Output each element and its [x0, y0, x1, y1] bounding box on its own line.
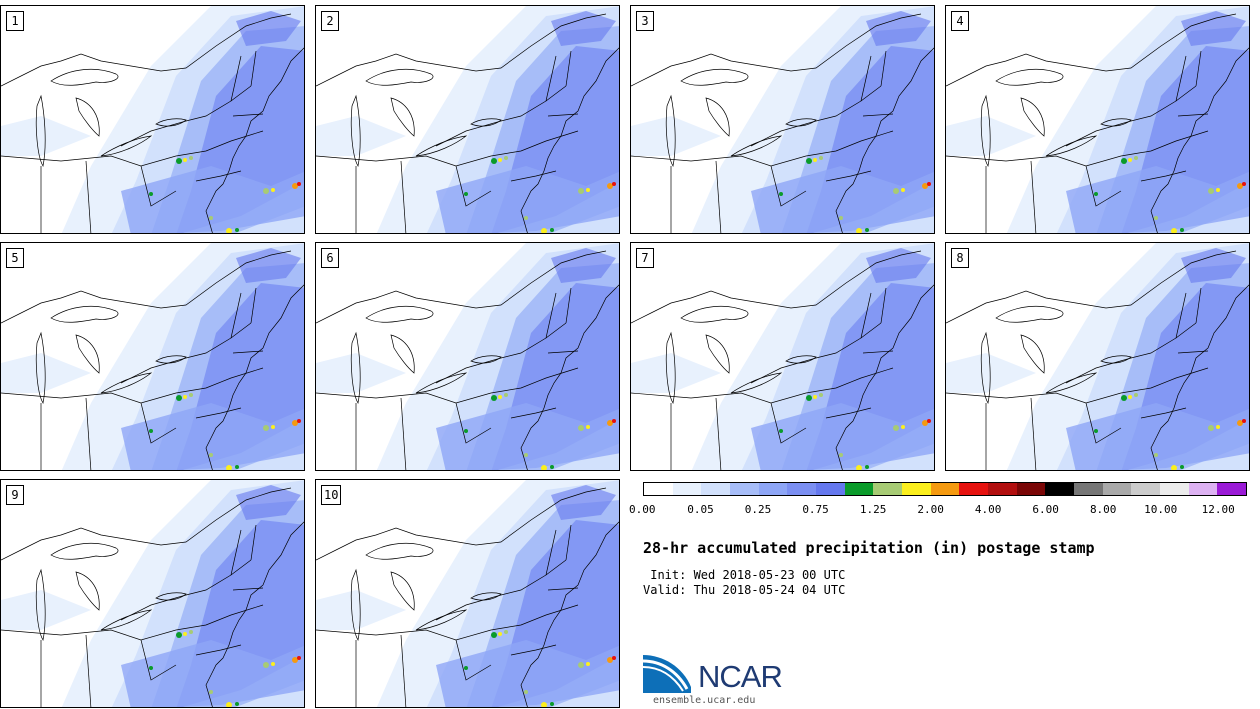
colorbar-tick-label: 10.00 — [1144, 503, 1178, 516]
colorbar-cell — [1217, 483, 1247, 495]
colorbar-cell — [1102, 483, 1132, 495]
colorbar-cell — [758, 483, 788, 495]
colorbar-cell — [959, 483, 989, 495]
map-panel: 7 — [630, 242, 935, 471]
precip-colorbar — [643, 482, 1247, 496]
precip-map — [1, 243, 304, 470]
valid-time: Valid: Thu 2018-05-24 04 UTC — [643, 583, 846, 597]
panel-number: 4 — [951, 11, 969, 31]
panel-number: 6 — [321, 248, 339, 268]
map-panel: 10 — [315, 479, 620, 708]
precip-map — [946, 243, 1249, 470]
colorbar-cell — [1045, 483, 1075, 495]
panel-number: 8 — [951, 248, 969, 268]
colorbar-tick-label: 1.25 — [859, 503, 887, 516]
colorbar-cell — [1160, 483, 1189, 495]
colorbar-cell — [701, 483, 731, 495]
map-outlines — [1, 487, 304, 707]
init-time: Init: Wed 2018-05-23 00 UTC — [643, 568, 846, 582]
colorbar-tick-label: 2.00 — [917, 503, 944, 516]
colorbar-tick-label: 8.00 — [1089, 503, 1117, 516]
precip-field — [316, 243, 619, 470]
panel-number: 3 — [636, 11, 654, 31]
map-panel: 6 — [315, 242, 620, 471]
colorbar-tick-label: 6.00 — [1032, 503, 1059, 516]
colorbar-tick-label: 0.00 — [629, 503, 656, 516]
panel-number: 5 — [6, 248, 24, 268]
logo-url[interactable]: ensemble.ucar.edu — [653, 695, 756, 706]
precip-map — [316, 480, 619, 707]
precip-field — [316, 6, 619, 233]
precip-map — [316, 6, 619, 233]
colorbar-cell — [672, 483, 702, 495]
panel-number: 1 — [6, 11, 24, 31]
map-panel: 3 — [630, 5, 935, 234]
precip-map — [1, 6, 304, 233]
colorbar-cell — [787, 483, 817, 495]
colorbar-cell — [844, 483, 874, 495]
precip-field — [1, 6, 304, 233]
map-outlines — [316, 487, 619, 707]
precip-field — [1, 480, 304, 707]
map-panel: 4 — [945, 5, 1250, 234]
colorbar-cell — [873, 483, 903, 495]
map-panel: 5 — [0, 242, 305, 471]
ncar-logo-icon — [643, 655, 691, 693]
colorbar-cell — [902, 483, 931, 495]
panel-number: 10 — [321, 485, 342, 505]
panel-number: 9 — [6, 485, 24, 505]
map-outlines — [1, 250, 304, 470]
precip-map — [1, 480, 304, 707]
legend-title: 28-hr accumulated precipitation (in) pos… — [643, 539, 1095, 557]
colorbar-cell — [988, 483, 1017, 495]
map-panel: 8 — [945, 242, 1250, 471]
colorbar-cell — [730, 483, 759, 495]
colorbar-cell — [1188, 483, 1218, 495]
map-panel: 2 — [315, 5, 620, 234]
map-outlines — [1, 13, 304, 233]
precip-field — [316, 480, 619, 707]
map-panel: 9 — [0, 479, 305, 708]
precip-map — [631, 243, 934, 470]
precip-field — [946, 6, 1249, 233]
precip-field — [631, 6, 934, 233]
colorbar-cell — [816, 483, 845, 495]
colorbar-cell — [644, 483, 673, 495]
precip-map — [631, 6, 934, 233]
colorbar-tick-label: 12.00 — [1201, 503, 1235, 516]
ncar-logo-text: NCAR — [698, 659, 783, 694]
map-outlines — [631, 13, 934, 233]
precip-field — [631, 243, 934, 470]
precip-map — [316, 243, 619, 470]
map-outlines — [946, 13, 1249, 233]
precip-map — [946, 6, 1249, 233]
map-panel: 1 — [0, 5, 305, 234]
colorbar-tick-label: 0.75 — [802, 503, 829, 516]
colorbar-cell — [1131, 483, 1161, 495]
panel-number: 7 — [636, 248, 654, 268]
colorbar-cell — [930, 483, 960, 495]
map-outlines — [316, 13, 619, 233]
colorbar-tick-label: 0.05 — [687, 503, 714, 516]
precip-field — [946, 243, 1249, 470]
precip-field — [1, 243, 304, 470]
colorbar-cell — [1074, 483, 1103, 495]
colorbar-tick-label: 4.00 — [974, 503, 1002, 516]
colorbar-cell — [1016, 483, 1046, 495]
panel-number: 2 — [321, 11, 339, 31]
colorbar-tick-label: 0.25 — [744, 503, 772, 516]
map-outlines — [631, 250, 934, 470]
map-outlines — [946, 250, 1249, 470]
map-outlines — [316, 250, 619, 470]
